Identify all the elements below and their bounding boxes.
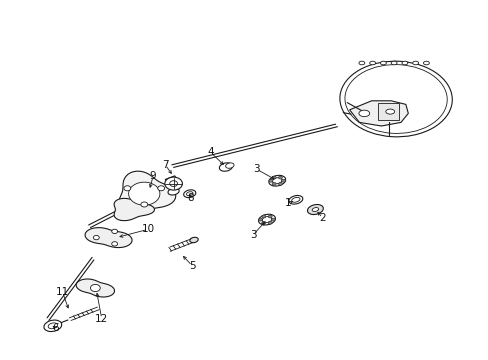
Ellipse shape (390, 61, 396, 65)
Text: 2: 2 (319, 213, 325, 223)
Ellipse shape (344, 64, 447, 134)
Text: 11: 11 (56, 287, 69, 297)
Ellipse shape (186, 192, 193, 195)
Ellipse shape (401, 61, 407, 65)
Ellipse shape (380, 61, 386, 65)
Text: 10: 10 (142, 224, 154, 234)
Polygon shape (76, 279, 114, 297)
Circle shape (111, 242, 117, 246)
Ellipse shape (272, 178, 282, 184)
Polygon shape (85, 228, 132, 248)
Circle shape (278, 183, 282, 185)
Circle shape (271, 176, 276, 179)
Text: 6: 6 (52, 323, 59, 333)
Polygon shape (349, 101, 407, 126)
Circle shape (123, 186, 130, 191)
Circle shape (281, 179, 285, 182)
Circle shape (164, 177, 182, 190)
Ellipse shape (423, 61, 428, 65)
Ellipse shape (288, 195, 302, 204)
Circle shape (93, 235, 99, 240)
Text: 5: 5 (188, 261, 195, 271)
Polygon shape (377, 103, 398, 120)
Circle shape (271, 183, 276, 185)
Circle shape (267, 215, 271, 218)
Ellipse shape (258, 214, 275, 225)
Text: 3: 3 (249, 230, 256, 240)
Text: 1: 1 (285, 198, 291, 208)
Ellipse shape (412, 61, 418, 65)
Circle shape (90, 284, 100, 292)
Circle shape (169, 181, 177, 186)
Text: 8: 8 (187, 193, 194, 203)
Circle shape (267, 221, 271, 224)
Ellipse shape (339, 61, 451, 137)
Text: 4: 4 (206, 147, 213, 157)
Polygon shape (165, 176, 179, 185)
Ellipse shape (369, 61, 375, 65)
Ellipse shape (168, 188, 179, 195)
Ellipse shape (291, 197, 299, 202)
Text: 12: 12 (95, 314, 108, 324)
Text: 7: 7 (162, 160, 168, 170)
Text: 3: 3 (253, 164, 260, 174)
Ellipse shape (219, 163, 232, 171)
Polygon shape (128, 182, 160, 205)
Circle shape (158, 186, 164, 191)
Circle shape (262, 215, 265, 218)
Ellipse shape (44, 320, 61, 332)
Circle shape (141, 202, 147, 207)
Ellipse shape (358, 110, 369, 117)
Circle shape (271, 218, 275, 221)
Circle shape (262, 221, 265, 224)
Text: 9: 9 (149, 171, 156, 181)
Ellipse shape (311, 208, 318, 211)
Ellipse shape (189, 237, 198, 243)
Circle shape (268, 179, 272, 182)
Circle shape (278, 176, 282, 179)
Circle shape (258, 218, 262, 221)
Ellipse shape (307, 204, 323, 215)
Ellipse shape (358, 61, 364, 65)
Ellipse shape (225, 163, 234, 168)
Ellipse shape (183, 190, 195, 198)
Polygon shape (119, 171, 175, 214)
Ellipse shape (268, 175, 285, 186)
Ellipse shape (262, 217, 271, 222)
Ellipse shape (385, 109, 394, 114)
Ellipse shape (48, 323, 58, 329)
Circle shape (111, 229, 117, 234)
Polygon shape (114, 198, 154, 221)
